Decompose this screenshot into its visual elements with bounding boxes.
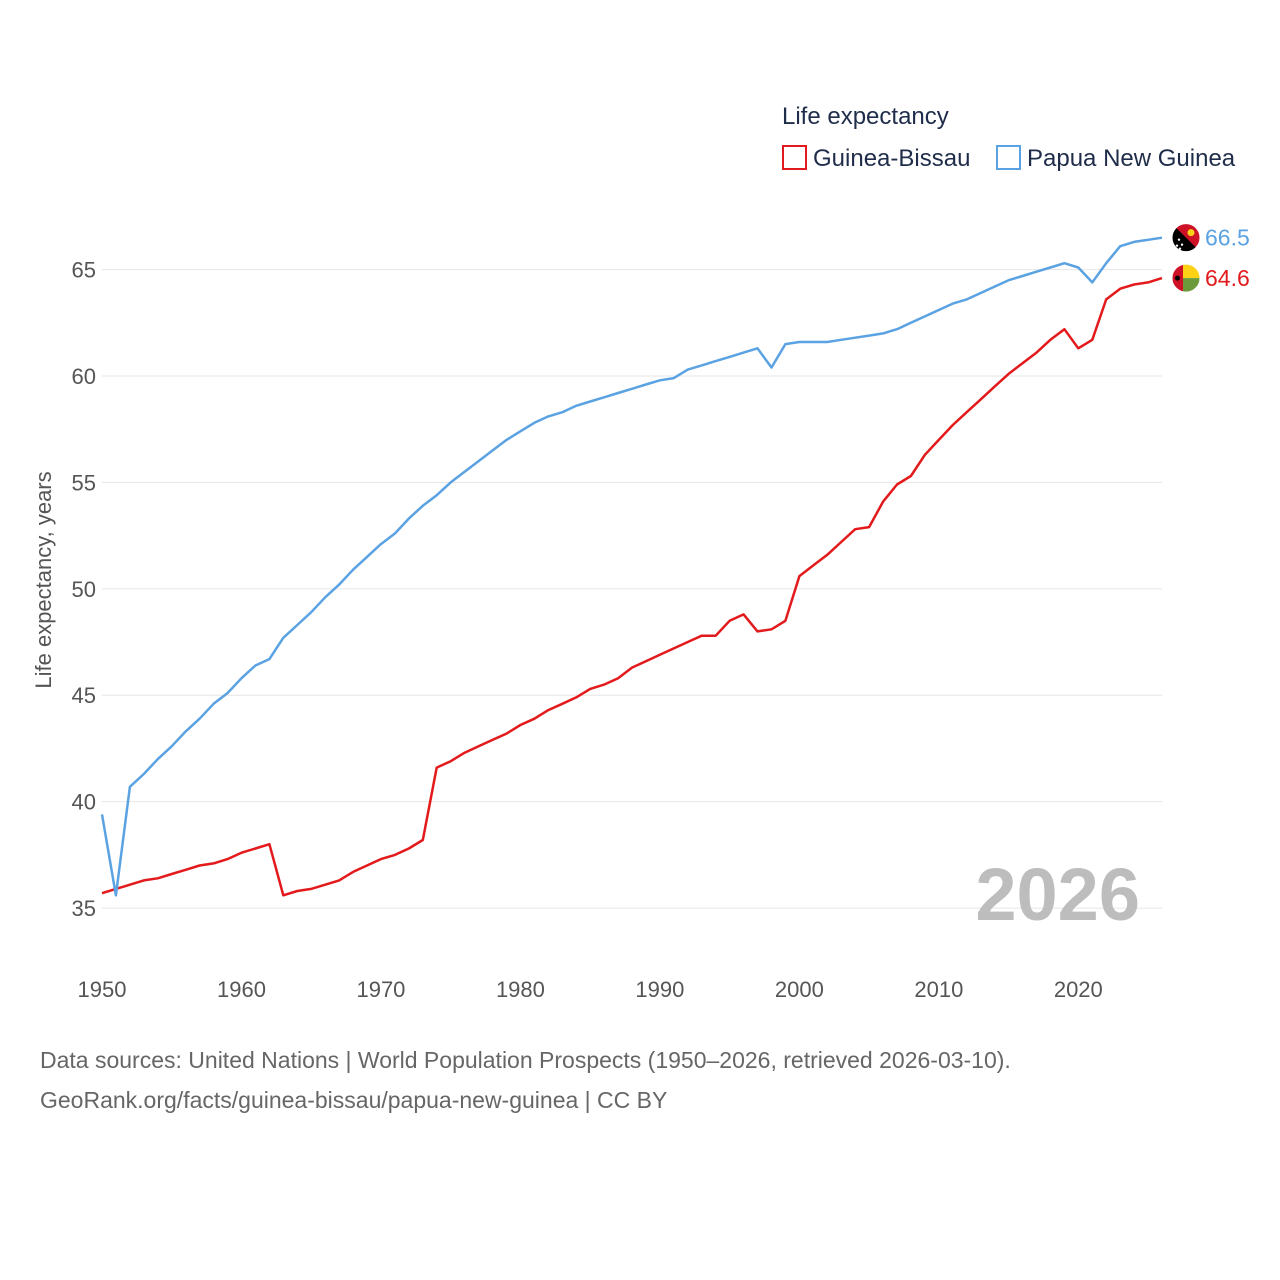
- y-tick-label: 50: [72, 577, 96, 602]
- license-link[interactable]: GeoRank.org/facts/guinea-bissau/papua-ne…: [40, 1087, 668, 1113]
- x-tick-label: 2010: [914, 977, 963, 1002]
- y-axis-ticks: 35 40 45 50 55 60 65: [72, 258, 96, 921]
- x-tick-label: 1960: [217, 977, 266, 1002]
- y-tick-label: 35: [72, 896, 96, 921]
- end-value-papua-new-guinea: 66.5: [1205, 225, 1250, 251]
- end-value-guinea-bissau: 64.6: [1205, 265, 1250, 291]
- legend-swatch-guinea-bissau[interactable]: [782, 145, 807, 170]
- x-tick-label: 1990: [635, 977, 684, 1002]
- x-tick-label: 2020: [1054, 977, 1103, 1002]
- data-source-text: Data sources: United Nations | World Pop…: [40, 1047, 1011, 1073]
- x-tick-label: 1970: [356, 977, 405, 1002]
- legend-label-guinea-bissau[interactable]: Guinea-Bissau: [813, 145, 970, 172]
- legend-title: Life expectancy: [782, 103, 949, 130]
- papua-new-guinea-flag-icon: [1171, 223, 1201, 253]
- legend-label-papua-new-guinea[interactable]: Papua New Guinea: [1027, 145, 1236, 172]
- y-tick-label: 60: [72, 364, 96, 389]
- x-tick-label: 1950: [78, 977, 127, 1002]
- series-line-papua-new-guinea[interactable]: [100, 236, 1163, 897]
- footer: Data sources: United Nations | World Pop…: [40, 1040, 1011, 1120]
- end-markers: 64.6 66.5: [1171, 223, 1250, 293]
- legend-swatch-papua-new-guinea[interactable]: [996, 145, 1021, 170]
- year-watermark: 2026: [975, 853, 1140, 936]
- y-tick-label: 45: [72, 683, 96, 708]
- y-axis-title: Life expectancy, years: [31, 471, 56, 688]
- series-lines: [100, 236, 1163, 897]
- y-tick-label: 40: [72, 790, 96, 815]
- grid-lines: [102, 269, 1162, 909]
- x-tick-label: 2000: [775, 977, 824, 1002]
- guinea-bissau-flag-icon: [1171, 263, 1201, 293]
- legend: Life expectancy Guinea-Bissau Papua New …: [782, 103, 1236, 172]
- x-axis-ticks: 1950 1960 1970 1980 1990 2000 2010 2020: [78, 977, 1103, 1002]
- y-tick-label: 55: [72, 470, 96, 495]
- series-line-guinea-bissau[interactable]: [101, 276, 1163, 897]
- y-tick-label: 65: [72, 258, 96, 283]
- x-tick-label: 1980: [496, 977, 545, 1002]
